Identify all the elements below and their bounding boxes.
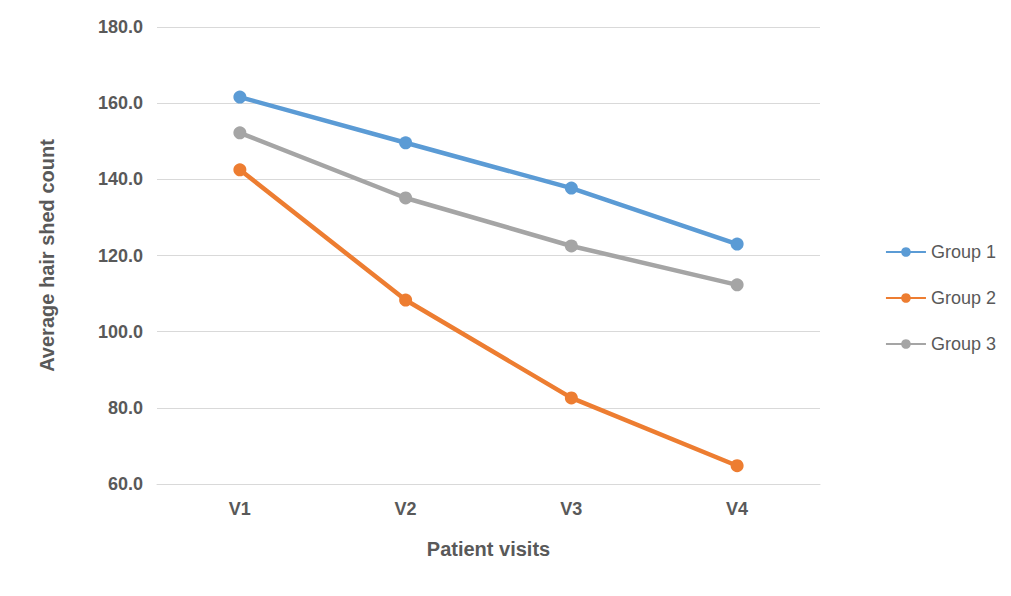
svg-text:180.0: 180.0 [98,17,143,37]
svg-text:Group 3: Group 3 [931,334,996,354]
svg-text:Group 1: Group 1 [931,242,996,262]
svg-text:V4: V4 [726,499,748,519]
svg-text:80.0: 80.0 [108,398,143,418]
svg-text:Average hair shed count: Average hair shed count [36,139,58,372]
svg-text:100.0: 100.0 [98,322,143,342]
svg-text:120.0: 120.0 [98,246,143,266]
svg-text:V3: V3 [560,499,582,519]
svg-text:140.0: 140.0 [98,169,143,189]
svg-text:160.0: 160.0 [98,93,143,113]
svg-text:60.0: 60.0 [108,474,143,494]
svg-text:Group 2: Group 2 [931,288,996,308]
svg-text:V2: V2 [395,499,417,519]
svg-text:Patient visits: Patient visits [427,538,550,560]
svg-text:V1: V1 [229,499,251,519]
